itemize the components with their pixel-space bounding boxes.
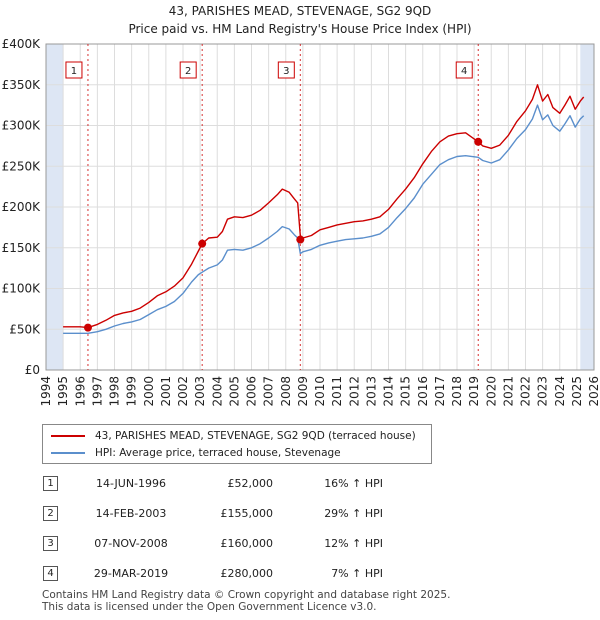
price-chart: 1994 1995 1996 1997 1998 1999 2000 2001 2002 2003…: [2, 37, 600, 407]
x-tick-label: 2004: [210, 376, 224, 407]
transaction-price: £280,000: [220, 566, 274, 580]
hpi-line: [63, 104, 585, 334]
sale-point: [474, 137, 483, 146]
chart-title: 43, PARISHES MEAD, STEVENAGE, SG2 9QD: [168, 4, 432, 18]
transaction-price: £155,000: [220, 506, 274, 520]
y-tick-label: £300K: [2, 119, 42, 133]
x-tick-label: 2022: [519, 376, 533, 407]
y-tick-label: £250K: [2, 159, 42, 173]
x-tick-label: 2025: [570, 376, 584, 407]
x-tick-label: 2018: [450, 376, 464, 407]
x-tick-label: 2015: [399, 376, 413, 407]
transaction-date: 14-JUN-1996: [95, 476, 167, 490]
table-row: 2 14-FEB-2003 £155,000 29% ↑ HPI: [40, 498, 383, 528]
legend: 43, PARISHES MEAD, STEVENAGE, SG2 9QD (t…: [42, 424, 432, 464]
x-tick-label: 2003: [193, 376, 207, 407]
sale-label-box: [65, 61, 83, 79]
x-tick-label: 2014: [382, 376, 396, 407]
plot-border: [45, 43, 595, 371]
sale-label: 3: [283, 66, 289, 77]
x-tick-label: 2012: [347, 376, 361, 407]
transaction-date: 29-MAR-2019: [93, 566, 169, 580]
x-tick-label: 2006: [245, 376, 259, 407]
transaction-hpi: 16% ↑ HPI: [324, 476, 383, 490]
transaction-number: 1: [43, 475, 58, 491]
x-tick-label: 1994: [39, 376, 53, 407]
sale-label: 2: [185, 66, 191, 77]
x-tick-label: 2005: [227, 376, 241, 407]
y-tick-label: £100K: [2, 282, 42, 296]
y-tick-label: £400K: [2, 37, 42, 51]
y-tick-label: £50K: [9, 322, 41, 336]
transaction-date: 14-FEB-2003: [95, 506, 167, 520]
x-tick-label: 1995: [56, 376, 70, 407]
y-tick-label: £0: [25, 363, 40, 377]
transaction-hpi: 7% ↑ HPI: [331, 566, 383, 580]
y-tick-label: £150K: [2, 241, 42, 255]
x-tick-label: 2017: [433, 376, 447, 407]
x-tick-label: 2002: [176, 376, 190, 407]
x-tick-label: 2007: [262, 376, 276, 407]
x-tick-label: 2013: [364, 376, 378, 407]
sale-label: 4: [461, 66, 467, 77]
chart-subtitle: Price paid vs. HM Land Registry's House …: [128, 22, 472, 36]
legend-label-property: 43, PARISHES MEAD, STEVENAGE, SG2 9QD (t…: [95, 430, 416, 442]
transaction-hpi: 12% ↑ HPI: [324, 536, 383, 550]
x-tick-label: 2026: [587, 376, 600, 407]
x-tick-label: 1997: [90, 376, 104, 407]
x-tick-label: 2019: [467, 376, 481, 407]
y-tick-label: £200K: [2, 200, 42, 214]
transaction-number: 4: [43, 565, 58, 581]
sale-label-box: [179, 61, 197, 79]
x-tick-label: 2000: [142, 376, 156, 407]
y-tick-label: £350K: [2, 78, 42, 92]
x-tick-label: 2010: [313, 376, 327, 407]
x-tick-label: 1999: [125, 376, 139, 407]
footer: Contains HM Land Registry data © Crown c…: [42, 589, 450, 613]
legend-label-hpi: HPI: Average price, terraced house, Stev…: [95, 447, 341, 459]
legend-item-hpi: HPI: Average price, terraced house, Stev…: [51, 445, 341, 461]
x-tick-label: 1998: [108, 376, 122, 407]
transaction-price: £52,000: [227, 476, 274, 490]
transactions-table: 1 14-JUN-1996 £52,000 16% ↑ HPI 2 14-FEB…: [40, 468, 383, 588]
footer-copyright: Contains HM Land Registry data © Crown c…: [42, 589, 451, 601]
transaction-hpi: 29% ↑ HPI: [324, 506, 383, 520]
transaction-date: 07-NOV-2008: [94, 536, 168, 550]
x-tick-label: 2021: [501, 376, 515, 407]
transaction-number: 2: [43, 505, 58, 521]
sale-point: [296, 235, 305, 244]
sale-label-box: [455, 61, 473, 79]
x-tick-label: 1996: [73, 376, 87, 407]
property-price-line: [63, 84, 585, 329]
sale-label: 1: [71, 66, 77, 77]
transaction-number: 3: [43, 535, 58, 551]
table-row: 4 29-MAR-2019 £280,000 7% ↑ HPI: [40, 558, 383, 588]
x-tick-label: 2009: [296, 376, 310, 407]
x-tick-label: 2023: [536, 376, 550, 407]
x-tick-label: 2008: [279, 376, 293, 407]
x-tick-label: 2024: [553, 376, 567, 407]
sale-label-box: [277, 61, 295, 79]
table-row: 1 14-JUN-1996 £52,000 16% ↑ HPI: [40, 468, 383, 498]
sale-point: [198, 239, 207, 248]
sale-point: [83, 323, 92, 332]
x-tick-label: 2016: [416, 376, 430, 407]
legend-item-property: 43, PARISHES MEAD, STEVENAGE, SG2 9QD (t…: [51, 428, 416, 444]
legend-swatch-hpi: [51, 452, 85, 454]
table-row: 3 07-NOV-2008 £160,000 12% ↑ HPI: [40, 528, 383, 558]
x-tick-label: 2001: [159, 376, 173, 407]
x-tick-label: 2011: [330, 376, 344, 407]
transaction-price: £160,000: [220, 536, 274, 550]
footer-licence: This data is licensed under the Open Gov…: [42, 601, 377, 613]
x-tick-label: 2020: [484, 376, 498, 407]
legend-swatch-property: [51, 435, 85, 437]
